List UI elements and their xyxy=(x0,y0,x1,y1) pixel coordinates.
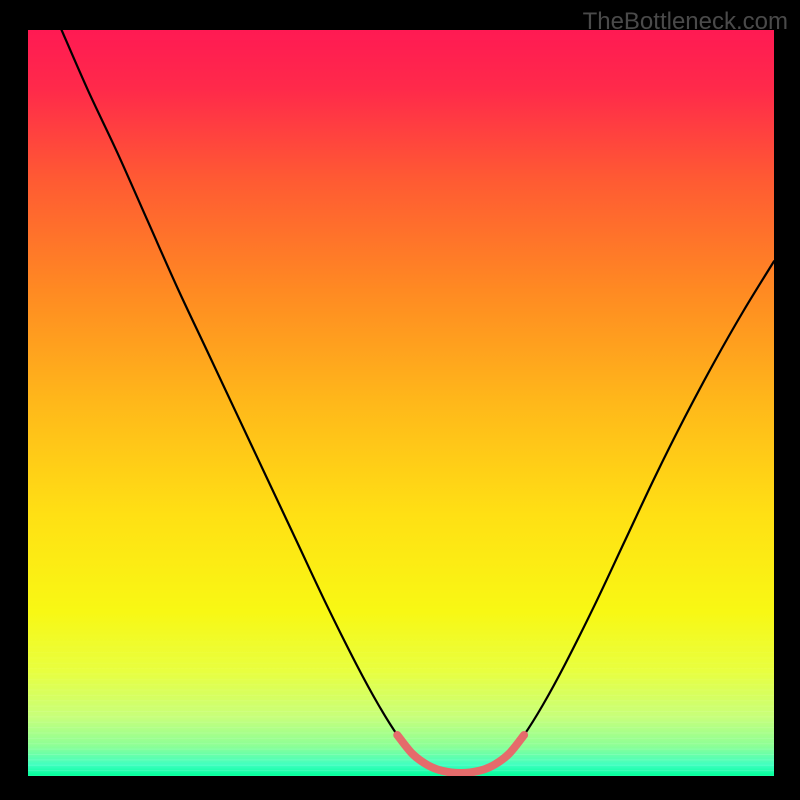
chart-container: TheBottleneck.com xyxy=(0,0,800,800)
plot-area xyxy=(28,30,774,776)
watermark-text: TheBottleneck.com xyxy=(583,8,788,36)
